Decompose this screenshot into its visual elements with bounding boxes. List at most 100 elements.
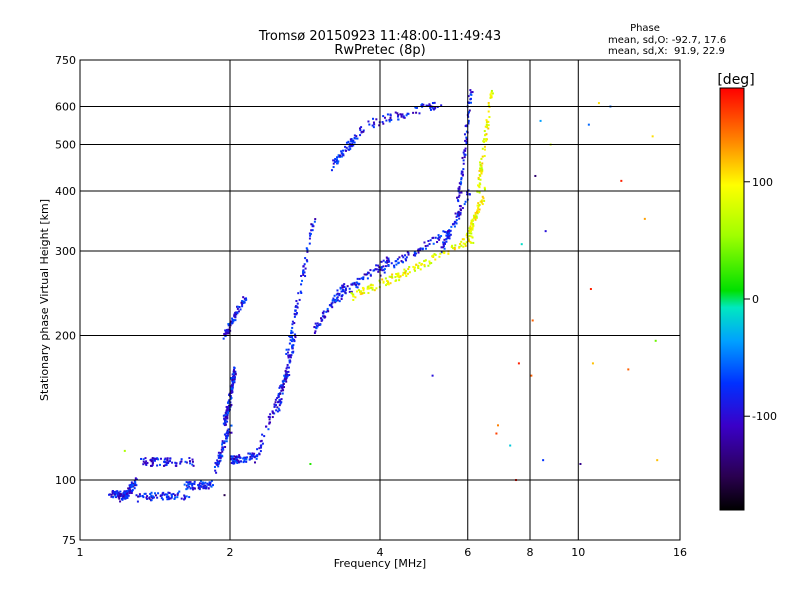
o-mode-echo-point (128, 490, 131, 493)
x-mode-echo-point (402, 271, 405, 274)
o-mode-echo-point (429, 239, 432, 242)
x-mode-echo-point (397, 272, 400, 275)
colorbar (719, 87, 745, 511)
x-mode-echo-point (477, 205, 480, 208)
o-mode-echo-point (375, 118, 378, 121)
o-mode-echo-point (240, 301, 243, 304)
o-mode-echo-point (280, 401, 283, 404)
o-mode-echo-point (459, 211, 462, 214)
o-mode-echo-point (236, 311, 239, 314)
o-mode-echo-point (440, 246, 443, 249)
o-mode-echo-point (313, 326, 316, 329)
o-mode-echo-point (470, 93, 473, 96)
o-mode-echo-point (231, 457, 234, 460)
o-mode-echo-point (249, 455, 252, 458)
o-mode-echo-point (229, 404, 232, 407)
o-mode-echo-point (335, 159, 338, 162)
x-mode-echo-point (483, 138, 486, 141)
o-mode-echo-point (384, 265, 387, 268)
o-mode-echo-point (250, 454, 253, 457)
o-mode-echo-point (293, 340, 296, 343)
o-mode-echo-point (330, 169, 333, 172)
o-mode-echo-point (380, 266, 383, 269)
o-mode-echo-point (160, 497, 163, 500)
o-mode-echo-point (228, 393, 231, 396)
x-mode-echo-point (470, 232, 473, 235)
o-mode-echo-point (246, 456, 249, 459)
o-mode-echo-point (111, 491, 114, 494)
o-mode-echo-point (464, 200, 467, 203)
x-mode-echo-point (465, 241, 468, 244)
o-mode-echo-point (139, 495, 142, 498)
o-mode-echo-point (471, 91, 474, 94)
o-mode-echo-point (279, 385, 282, 388)
o-mode-echo-point (210, 485, 213, 488)
x-mode-echo-point (424, 259, 427, 262)
o-mode-echo-point (333, 294, 336, 297)
o-mode-echo-point (442, 241, 445, 244)
o-mode-echo-point (230, 321, 233, 324)
o-mode-echo-point (288, 335, 291, 338)
o-mode-echo-point (131, 488, 134, 491)
o-mode-echo-point (406, 251, 409, 254)
o-mode-echo-point (462, 162, 465, 165)
o-mode-echo-point (119, 490, 122, 493)
o-mode-echo-point (276, 406, 279, 409)
plot-points (108, 89, 659, 503)
o-mode-echo-point (459, 213, 462, 216)
o-mode-echo-point (229, 395, 232, 398)
o-mode-echo-point (366, 277, 369, 280)
o-mode-echo-point (142, 463, 145, 466)
o-mode-echo-point (465, 136, 468, 139)
o-mode-echo-point (321, 311, 324, 314)
o-mode-echo-point (152, 495, 155, 498)
o-mode-echo-point (405, 114, 408, 117)
x-mode-echo-point (478, 186, 481, 189)
o-mode-echo-point (300, 283, 303, 286)
o-mode-echo-point (117, 494, 120, 497)
o-mode-echo-point (188, 460, 191, 463)
x-tick-label: 1 (77, 546, 84, 559)
o-mode-echo-point (174, 496, 177, 499)
o-mode-echo-point (360, 126, 363, 129)
o-mode-echo-point (284, 378, 287, 381)
o-mode-echo-point (467, 111, 470, 114)
o-mode-echo-point (336, 289, 339, 292)
o-mode-echo-point (170, 495, 173, 498)
o-mode-echo-point (402, 261, 405, 264)
o-mode-echo-point (362, 129, 365, 132)
o-mode-echo-point (292, 350, 295, 353)
x-mode-echo-point (489, 93, 492, 96)
x-mode-echo-point (476, 211, 479, 214)
x-mode-echo-point (398, 279, 401, 282)
x-mode-echo-point (386, 282, 389, 285)
x-mode-echo-point (472, 225, 475, 228)
o-mode-echo-point (230, 458, 233, 461)
o-mode-echo-point (388, 260, 391, 263)
x-mode-echo-point (389, 275, 392, 278)
o-mode-echo-point (396, 112, 399, 115)
o-mode-echo-point (263, 435, 266, 438)
o-mode-echo-point (458, 217, 461, 220)
o-mode-echo-point (315, 327, 318, 330)
o-mode-echo-point (290, 331, 293, 334)
o-mode-echo-point (281, 392, 284, 395)
x-mode-echo-point (481, 147, 484, 150)
o-mode-echo-point (153, 457, 156, 460)
o-mode-echo-point (134, 481, 137, 484)
scattered-echo-point (539, 119, 542, 122)
o-mode-echo-point (460, 178, 463, 181)
o-mode-echo-point (184, 497, 187, 500)
o-mode-echo-point (350, 139, 353, 142)
o-mode-echo-point (402, 115, 405, 118)
o-mode-echo-point (219, 456, 222, 459)
x-mode-echo-point (480, 201, 483, 204)
o-mode-echo-point (294, 333, 297, 336)
o-mode-echo-point (432, 242, 435, 245)
o-mode-echo-point (222, 422, 225, 425)
o-mode-echo-point (227, 434, 230, 437)
o-mode-echo-point (453, 222, 456, 225)
o-mode-echo-point (225, 331, 228, 334)
o-mode-echo-point (341, 284, 344, 287)
x-mode-echo-point (470, 221, 473, 224)
